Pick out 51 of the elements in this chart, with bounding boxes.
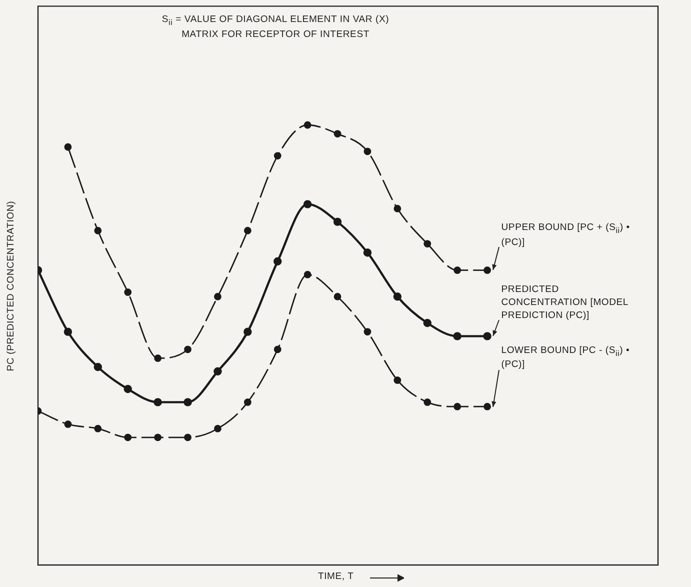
point <box>184 398 192 406</box>
point <box>364 148 372 156</box>
text: UPPER BOUND [PC + (S$_{ii}$) • (PC)] <box>501 222 630 248</box>
point <box>64 328 72 336</box>
point <box>394 376 402 384</box>
point <box>184 346 192 354</box>
y-axis-title: PC (PREDICTED CONCENTRATION) <box>6 200 18 371</box>
point <box>484 266 491 274</box>
point <box>484 402 491 410</box>
point <box>363 248 372 257</box>
point <box>453 332 462 340</box>
chart-title: S$_{ii}$ = VALUE OF DIAGONAL ELEMENT IN VAR (X) MATRIX FOR RECEPTOR OF INTEREST <box>160 14 390 42</box>
point <box>364 328 372 336</box>
point <box>64 420 72 428</box>
point <box>244 398 252 406</box>
point <box>334 292 342 300</box>
point <box>423 318 432 328</box>
point <box>454 402 462 410</box>
point <box>124 384 132 394</box>
point <box>154 434 162 442</box>
point <box>214 292 222 300</box>
point <box>214 424 222 432</box>
point <box>454 266 462 274</box>
point <box>424 240 432 248</box>
point <box>214 367 222 376</box>
point <box>154 398 162 406</box>
point <box>94 226 102 234</box>
point <box>244 226 252 234</box>
point <box>64 143 72 151</box>
series-label: PREDICTED CONCENTRATION [MODEL PREDICTION (PC)] <box>501 284 630 323</box>
point <box>154 354 162 362</box>
point <box>333 218 342 226</box>
point <box>394 204 402 212</box>
point <box>274 346 282 354</box>
point <box>124 434 132 442</box>
text: LOWER BOUND [PC - (S$_{ii}$) • (PC)] <box>501 344 630 370</box>
point <box>274 152 282 160</box>
point <box>274 257 282 266</box>
point <box>94 362 102 372</box>
point <box>244 328 252 336</box>
point <box>124 288 132 296</box>
point <box>424 398 432 406</box>
point <box>184 434 192 442</box>
point <box>483 332 492 340</box>
point <box>393 292 402 301</box>
point <box>334 130 342 138</box>
point <box>94 424 102 432</box>
point <box>304 121 312 129</box>
point <box>304 270 312 278</box>
point <box>303 200 312 208</box>
x-axis-title: TIME, T <box>318 571 354 584</box>
